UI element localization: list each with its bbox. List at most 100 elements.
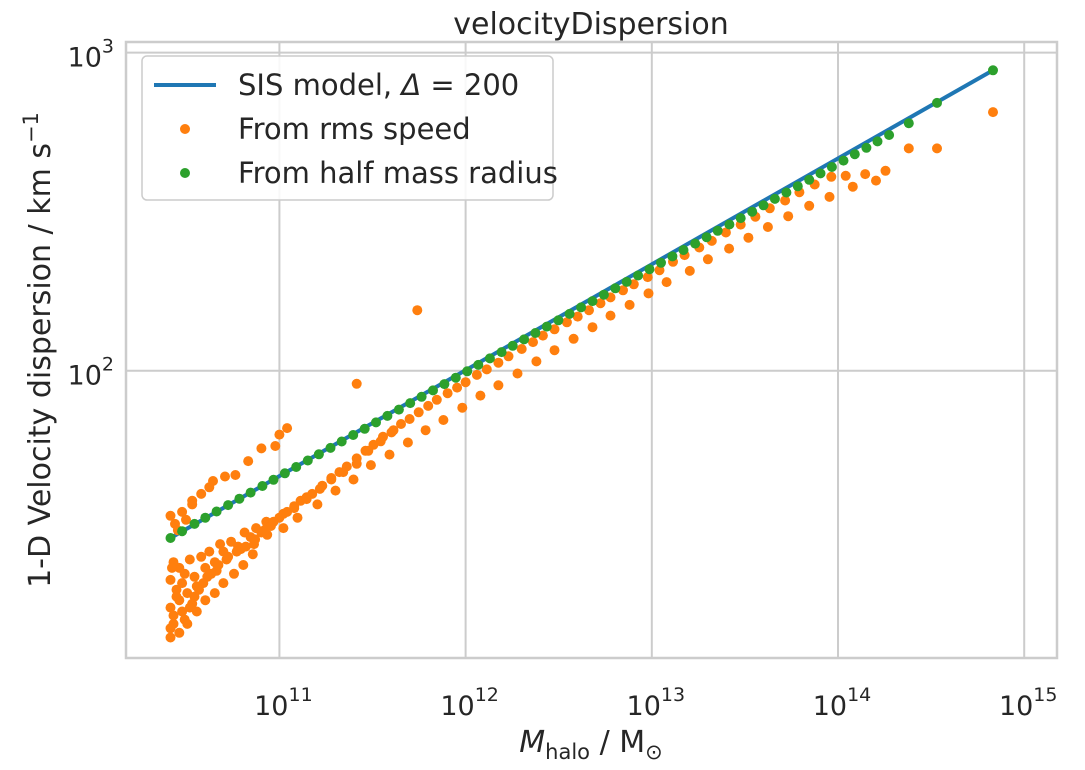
- rms-speed-point: [165, 623, 176, 634]
- x-tick-label: 1013: [627, 684, 686, 722]
- rms-speed-point: [572, 311, 583, 322]
- half-mass-point: [234, 493, 245, 504]
- half-mass-point: [564, 308, 575, 319]
- legend-label-rms-speed: From rms speed: [238, 112, 471, 146]
- half-mass-point: [690, 238, 701, 249]
- x-tick-exponent: 15: [1033, 684, 1057, 706]
- half-mass-point: [177, 526, 188, 537]
- rms-speed-point: [452, 382, 463, 393]
- x-axis-subscript: halo: [545, 740, 590, 764]
- rms-speed-point: [654, 265, 665, 276]
- rms-speed-point: [720, 227, 731, 238]
- rms-speed-point: [438, 415, 449, 425]
- rms-speed-point: [724, 243, 735, 254]
- rms-speed-point: [196, 488, 207, 499]
- half-mass-point: [519, 334, 530, 345]
- rms-speed-point: [396, 419, 406, 429]
- rms-speed-point: [932, 143, 942, 154]
- rms-speed-point: [226, 536, 237, 547]
- rms-speed-point: [549, 345, 560, 356]
- half-mass-point: [291, 462, 302, 472]
- y-axis-text: 1-D Velocity dispersion / km s: [23, 143, 58, 588]
- rms-speed-point: [289, 503, 300, 514]
- rms-speed-point: [595, 298, 606, 309]
- rms-speed-point: [165, 632, 176, 643]
- rms-speed-point: [903, 143, 914, 154]
- rms-speed-point: [561, 317, 572, 328]
- half-mass-point: [189, 518, 200, 529]
- rms-speed-point: [165, 602, 176, 613]
- half-mass-point: [359, 423, 370, 434]
- x-tick-base: 10: [254, 691, 288, 722]
- rms-speed-point: [365, 460, 376, 471]
- x-axis-unit: / M: [590, 725, 645, 760]
- legend-sis-prefix: SIS model,: [238, 68, 401, 102]
- half-mass-point: [223, 500, 234, 511]
- rms-speed-point: [209, 588, 220, 599]
- rms-speed-point: [177, 578, 188, 589]
- rms-speed-point: [229, 568, 239, 579]
- half-mass-point: [439, 379, 450, 390]
- rms-speed-point: [184, 554, 195, 565]
- half-mass-point: [781, 187, 792, 198]
- rms-speed-point: [804, 200, 815, 211]
- rms-speed-point: [230, 470, 241, 480]
- rms-speed-point: [388, 425, 399, 436]
- rms-speed-point: [292, 512, 303, 523]
- rms-speed-point: [642, 272, 653, 283]
- x-tick-label: 1012: [440, 684, 499, 722]
- half-mass-point: [348, 430, 359, 440]
- half-mass-point: [462, 366, 473, 377]
- y-tick-labels: 102 103: [68, 36, 114, 392]
- rms-speed-point: [871, 175, 881, 186]
- half-mass-point: [473, 359, 484, 370]
- rms-speed-point: [238, 560, 249, 570]
- half-mass-point: [279, 468, 290, 479]
- rms-speed-point: [404, 414, 415, 424]
- legend-sis-suffix: = 200: [421, 68, 519, 102]
- rms-speed-point: [481, 364, 492, 375]
- rms-speed-point: [278, 523, 289, 534]
- half-mass-point: [644, 264, 655, 275]
- half-mass-point: [325, 442, 336, 453]
- half-mass-point: [541, 321, 552, 332]
- x-tick-label: 1011: [254, 684, 313, 722]
- x-tick-exponent: 11: [288, 684, 312, 706]
- y-axis-superscript: −1: [19, 112, 43, 143]
- legend-label-half-mass: From half mass radius: [238, 156, 558, 190]
- y-tick-exponent: 3: [102, 36, 114, 58]
- half-mass-point: [576, 302, 587, 313]
- rms-speed-point: [743, 232, 754, 243]
- half-mass-point: [393, 404, 404, 415]
- rms-speed-point: [179, 568, 190, 579]
- half-mass-point: [861, 142, 872, 153]
- rms-speed-point: [204, 546, 215, 557]
- half-mass-point: [815, 168, 826, 179]
- half-mass-point: [211, 506, 222, 517]
- x-axis-symbol: M: [519, 725, 545, 760]
- rms-speed-point: [423, 400, 434, 411]
- rms-speed-point: [189, 571, 200, 582]
- rms-speed-point: [174, 627, 185, 638]
- half-mass-point: [530, 328, 541, 338]
- rms-speed-point: [243, 456, 254, 467]
- rms-speed-point: [643, 288, 654, 299]
- rms-speed-point: [847, 181, 858, 192]
- y-tick-label: 102: [68, 354, 114, 392]
- y-tick-label: 103: [68, 36, 114, 74]
- rms-speed-point: [314, 483, 325, 494]
- rms-speed-point: [840, 170, 851, 181]
- rms-speed-point: [351, 458, 362, 469]
- half-mass-point: [587, 296, 598, 307]
- rms-speed-point: [247, 549, 258, 560]
- half-mass-point: [450, 372, 461, 383]
- half-mass-point: [382, 410, 393, 421]
- series-rms-group: [165, 107, 998, 643]
- rms-speed-point: [351, 378, 362, 389]
- half-mass-point: [735, 213, 746, 224]
- rms-speed-point: [780, 195, 791, 206]
- legend-label-sis-model: SIS model, Δ = 200: [238, 68, 519, 102]
- half-mass-point: [849, 149, 860, 160]
- rms-speed-point: [198, 578, 209, 589]
- half-mass-point: [610, 283, 621, 294]
